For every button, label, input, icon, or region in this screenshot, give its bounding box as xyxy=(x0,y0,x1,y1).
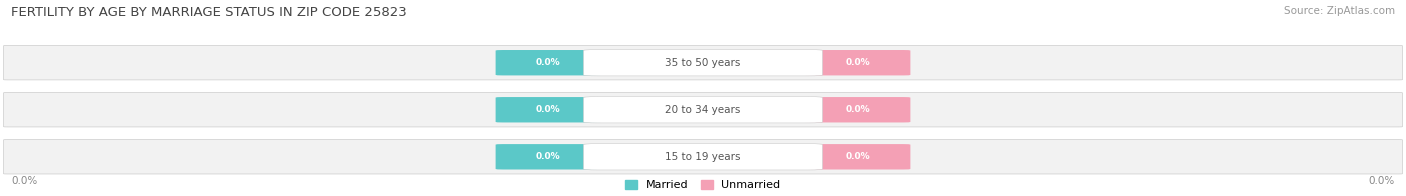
Text: 0.0%: 0.0% xyxy=(536,105,561,114)
FancyBboxPatch shape xyxy=(804,50,911,75)
Text: 0.0%: 0.0% xyxy=(845,58,870,67)
FancyBboxPatch shape xyxy=(3,93,1403,127)
Text: 15 to 19 years: 15 to 19 years xyxy=(665,152,741,162)
FancyBboxPatch shape xyxy=(804,97,911,122)
FancyBboxPatch shape xyxy=(804,144,911,170)
FancyBboxPatch shape xyxy=(496,144,602,170)
FancyBboxPatch shape xyxy=(3,140,1403,174)
FancyBboxPatch shape xyxy=(583,144,823,170)
FancyBboxPatch shape xyxy=(496,97,602,122)
Text: 0.0%: 0.0% xyxy=(845,105,870,114)
Text: 0.0%: 0.0% xyxy=(845,152,870,161)
FancyBboxPatch shape xyxy=(496,50,602,75)
Text: FERTILITY BY AGE BY MARRIAGE STATUS IN ZIP CODE 25823: FERTILITY BY AGE BY MARRIAGE STATUS IN Z… xyxy=(11,6,406,19)
FancyBboxPatch shape xyxy=(583,50,823,76)
Text: Source: ZipAtlas.com: Source: ZipAtlas.com xyxy=(1284,6,1395,16)
Text: 0.0%: 0.0% xyxy=(1368,176,1395,186)
Text: 0.0%: 0.0% xyxy=(536,58,561,67)
Text: 35 to 50 years: 35 to 50 years xyxy=(665,58,741,68)
FancyBboxPatch shape xyxy=(3,45,1403,80)
Text: 0.0%: 0.0% xyxy=(536,152,561,161)
FancyBboxPatch shape xyxy=(583,97,823,123)
Text: 20 to 34 years: 20 to 34 years xyxy=(665,105,741,115)
Text: 0.0%: 0.0% xyxy=(11,176,38,186)
Legend: Married, Unmarried: Married, Unmarried xyxy=(626,180,780,191)
